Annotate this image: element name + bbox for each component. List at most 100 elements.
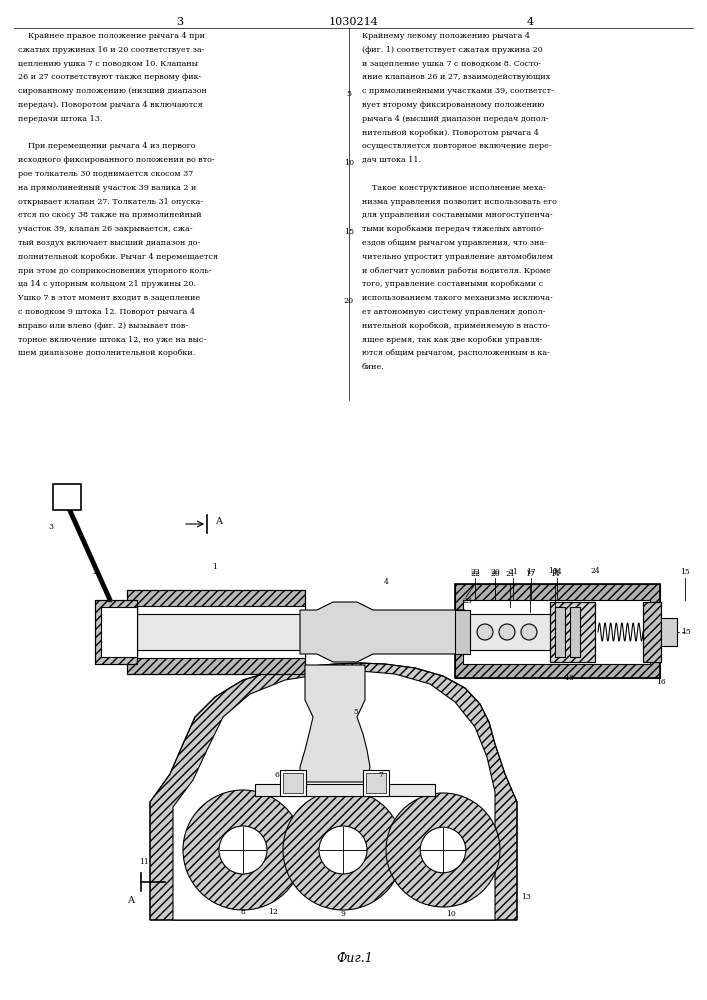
Polygon shape: [283, 773, 303, 793]
Text: 16: 16: [656, 678, 666, 686]
Text: ются общим рычагом, расположенным в ка-: ются общим рычагом, расположенным в ка-: [362, 349, 550, 357]
Text: (фиг. 1) соответствует сжатая пружина 20: (фиг. 1) соответствует сжатая пружина 20: [362, 46, 543, 54]
Polygon shape: [455, 584, 660, 678]
Text: При перемещении рычага 4 из первого: При перемещении рычага 4 из первого: [18, 142, 196, 150]
Text: 8: 8: [240, 908, 245, 916]
Text: участок 39, клапан 26 закрывается, сжа-: участок 39, клапан 26 закрывается, сжа-: [18, 225, 192, 233]
Text: полнительной коробки. Рычаг 4 перемещается: полнительной коробки. Рычаг 4 перемещает…: [18, 253, 218, 261]
Text: 17: 17: [526, 568, 536, 576]
Text: Крайнему левому положению рычага 4: Крайнему левому положению рычага 4: [362, 32, 530, 40]
Text: низма управления позволит использовать его: низма управления позволит использовать е…: [362, 198, 557, 206]
Text: 12: 12: [268, 908, 278, 916]
Text: рое толкатель 30 поднимается скосом 37: рое толкатель 30 поднимается скосом 37: [18, 170, 193, 178]
Text: исходного фиксированного положения во вто-: исходного фиксированного положения во вт…: [18, 156, 215, 164]
Text: 10: 10: [344, 159, 354, 167]
Text: ящее время, так как две коробки управля-: ящее время, так как две коробки управля-: [362, 336, 542, 344]
Text: Ушко 7 в этот момент входит в зацепление: Ушко 7 в этот момент входит в зацепление: [18, 294, 200, 302]
Text: 3: 3: [48, 523, 53, 531]
Text: рычага 4 (высший диапазон передач допол-: рычага 4 (высший диапазон передач допол-: [362, 115, 549, 123]
Text: 9: 9: [341, 910, 346, 918]
Polygon shape: [127, 614, 300, 650]
Text: 26 и 27 соответствуют также первому фик-: 26 и 27 соответствуют также первому фик-: [18, 73, 201, 81]
Polygon shape: [280, 770, 306, 796]
Text: 3: 3: [177, 17, 184, 27]
Text: 10: 10: [446, 910, 456, 918]
Text: передачи штока 13.: передачи штока 13.: [18, 115, 103, 123]
Text: яние клапанов 26 и 27, взаимодействующих: яние клапанов 26 и 27, взаимодействующих: [362, 73, 550, 81]
Polygon shape: [101, 607, 137, 657]
Text: шем диапазоне дополнительной коробки.: шем диапазоне дополнительной коробки.: [18, 349, 195, 357]
Text: того, управление составными коробками с: того, управление составными коробками с: [362, 280, 543, 288]
Polygon shape: [137, 606, 305, 658]
Text: 20: 20: [344, 297, 354, 305]
Text: 24: 24: [590, 567, 600, 575]
Circle shape: [499, 624, 515, 640]
Text: нительной коробкой, применяемую в насто-: нительной коробкой, применяемую в насто-: [362, 322, 550, 330]
Polygon shape: [455, 610, 470, 654]
Text: открывает клапан 27. Толкатель 31 опуска-: открывает клапан 27. Толкатель 31 опуска…: [18, 198, 203, 206]
Text: 1030214: 1030214: [329, 17, 379, 27]
Text: 14: 14: [552, 568, 562, 576]
Polygon shape: [300, 665, 370, 782]
Polygon shape: [255, 784, 435, 796]
Text: 20: 20: [490, 570, 500, 578]
Text: с прямолинейными участками 39, соответст-: с прямолинейными участками 39, соответст…: [362, 87, 554, 95]
Polygon shape: [150, 663, 517, 920]
Polygon shape: [661, 618, 677, 646]
Text: 15: 15: [681, 628, 691, 636]
Text: 15: 15: [344, 228, 354, 236]
Text: A: A: [215, 518, 222, 526]
Circle shape: [386, 793, 500, 907]
Polygon shape: [550, 602, 595, 662]
Circle shape: [319, 826, 367, 874]
Text: 5: 5: [346, 90, 351, 98]
Text: сированному положению (низший диапазон: сированному положению (низший диапазон: [18, 87, 207, 95]
Text: Фиг.1: Фиг.1: [337, 952, 373, 965]
Text: 20: 20: [490, 568, 500, 576]
Text: сжатых пружинах 16 и 20 соответствует за-: сжатых пружинах 16 и 20 соответствует за…: [18, 46, 204, 54]
Text: нительной коробки). Поворотом рычага 4: нительной коробки). Поворотом рычага 4: [362, 129, 539, 137]
Text: чительно упростит управление автомобилем: чительно упростит управление автомобилем: [362, 253, 553, 261]
Text: ездов общим рычагом управления, что зна-: ездов общим рычагом управления, что зна-: [362, 239, 547, 247]
Text: 13: 13: [521, 893, 531, 901]
Text: 6: 6: [274, 771, 279, 779]
Text: Крайнее правое положение рычага 4 при: Крайнее правое положение рычага 4 при: [18, 32, 205, 40]
Circle shape: [183, 790, 303, 910]
Polygon shape: [570, 607, 580, 657]
Text: 4: 4: [384, 578, 389, 586]
Circle shape: [477, 624, 493, 640]
Text: 2: 2: [92, 568, 97, 576]
Text: 19: 19: [548, 567, 558, 575]
Polygon shape: [366, 773, 386, 793]
Text: при этом до соприкосновения упорного коль-: при этом до соприкосновения упорного кол…: [18, 267, 211, 275]
Text: ца 14 с упорным кольцом 21 пружины 20.: ца 14 с упорным кольцом 21 пружины 20.: [18, 280, 196, 288]
Text: 5: 5: [353, 708, 358, 716]
Text: вправо или влево (фиг. 2) вызывает пов-: вправо или влево (фиг. 2) вызывает пов-: [18, 322, 188, 330]
Text: ет автономную систему управления допол-: ет автономную систему управления допол-: [362, 308, 545, 316]
Text: с поводком 9 штока 12. Поворот рычага 4: с поводком 9 штока 12. Поворот рычага 4: [18, 308, 195, 316]
Polygon shape: [555, 607, 565, 657]
Polygon shape: [95, 600, 137, 664]
Text: 21: 21: [508, 568, 518, 576]
Text: 7: 7: [378, 771, 383, 779]
Text: 22: 22: [470, 568, 480, 576]
Polygon shape: [300, 602, 465, 662]
Polygon shape: [465, 614, 555, 650]
Polygon shape: [643, 602, 661, 662]
Circle shape: [521, 624, 537, 640]
Text: 17: 17: [525, 570, 535, 578]
Text: 22: 22: [470, 570, 480, 578]
Text: ется по скосу 38 также на прямолинейный: ется по скосу 38 также на прямолинейный: [18, 211, 201, 219]
Text: и облегчит условия работы водителя. Кроме: и облегчит условия работы водителя. Кром…: [362, 267, 551, 275]
Circle shape: [283, 790, 403, 910]
Text: Такое конструктивное исполнение меха-: Такое конструктивное исполнение меха-: [362, 184, 546, 192]
Text: 18: 18: [564, 674, 574, 682]
Polygon shape: [127, 590, 305, 674]
Text: 1: 1: [213, 563, 218, 571]
Text: тый воздух включает высший диапазон до-: тый воздух включает высший диапазон до-: [18, 239, 200, 247]
Text: 11: 11: [139, 858, 149, 866]
Text: бине.: бине.: [362, 363, 385, 371]
Circle shape: [420, 827, 466, 873]
Text: и зацепление ушка 7 с поводком 8. Состо-: и зацепление ушка 7 с поводком 8. Состо-: [362, 60, 541, 68]
Text: вует второму фиксированному положению: вует второму фиксированному положению: [362, 101, 544, 109]
